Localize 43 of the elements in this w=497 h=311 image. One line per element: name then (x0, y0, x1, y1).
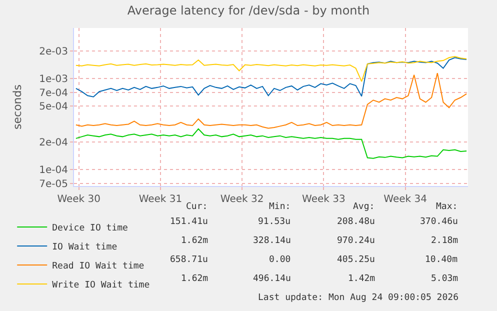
text: 370.46u (420, 217, 458, 227)
text: 91.53u (258, 217, 291, 227)
text: Cur: (186, 202, 208, 212)
y-tick-label: 1e-03 (39, 74, 68, 86)
text: 496.14u (253, 274, 291, 284)
legend-label: Read IO Wait time (52, 262, 144, 272)
legend-label: Write IO Wait time (52, 280, 150, 291)
y-tick-label: 1e-04 (39, 165, 68, 176)
text: 1.62m (181, 274, 208, 284)
line-series (75, 56, 468, 82)
text: 328.14u (253, 236, 291, 246)
x-tick-label: Week 34 (384, 194, 427, 205)
text: 151.41u (170, 217, 208, 227)
text: Max: (436, 202, 458, 212)
y-tick-label: 7e-05 (39, 179, 68, 190)
y-axis-title: seconds (10, 84, 24, 130)
legend-label: Device IO time (52, 224, 128, 234)
x-tick-label: Week 32 (220, 194, 264, 205)
text: 0.00 (269, 255, 291, 265)
text: 10.40m (425, 255, 458, 265)
x-tick-label: Week 31 (138, 194, 182, 205)
text: Last update: Mon Aug 24 09:00:05 2026 (258, 293, 458, 303)
y-tick-label: 5e-04 (39, 102, 68, 112)
line-series (75, 72, 468, 129)
text: 1.42m (348, 274, 376, 284)
chart-title: Average latency for /dev/sda - by month (127, 3, 370, 18)
text: 658.71u (170, 255, 208, 265)
text: Avg: (353, 202, 375, 212)
y-tick-label: 2e-03 (39, 46, 68, 58)
text: 970.24u (337, 236, 375, 246)
line-series (75, 57, 468, 98)
x-tick-label: Week 30 (57, 194, 101, 205)
y-tick-label: 2e-04 (39, 138, 68, 149)
y-tick-label: 7e-04 (39, 88, 68, 100)
text: 5.03m (431, 274, 458, 284)
text: 2.18m (431, 236, 458, 246)
text: 1.62m (181, 236, 208, 246)
legend-label: IO Wait time (52, 242, 118, 253)
text: 208.48u (337, 217, 375, 227)
line-series (75, 128, 468, 159)
text: Min: (269, 202, 291, 212)
text: 405.25u (337, 255, 375, 265)
x-tick-label: Week 33 (302, 194, 346, 205)
